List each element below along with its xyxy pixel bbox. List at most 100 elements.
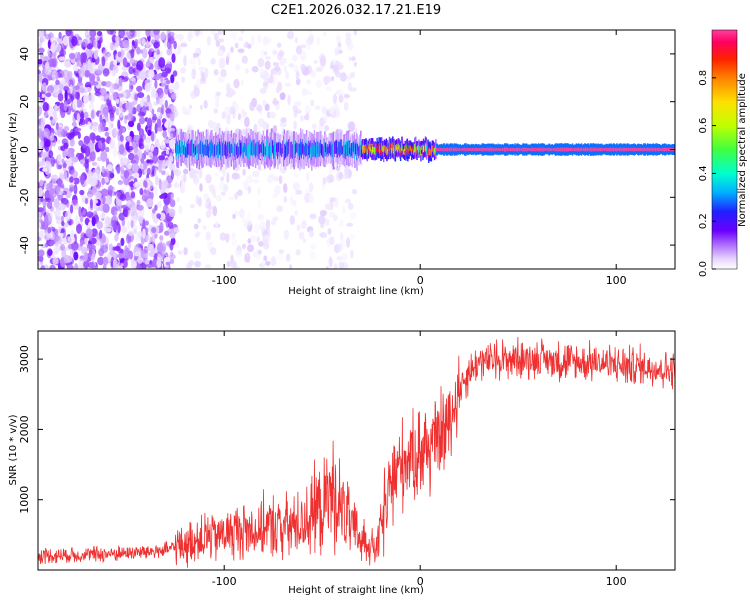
heatmap-cell [72, 99, 78, 110]
heatmap-cell [121, 127, 126, 133]
heatmap-cell [51, 209, 58, 214]
heatmap-cell [99, 110, 104, 116]
heatmap-cell [113, 209, 118, 216]
heatmap-cell [42, 167, 48, 172]
heatmap-cell [173, 40, 177, 50]
heatmap-cell [126, 209, 134, 218]
heatmap-cell [38, 230, 46, 239]
heatmap-cell [130, 77, 136, 82]
heatmap-cell [226, 172, 230, 184]
heatmap-cell [225, 56, 229, 65]
heatmap-cell [333, 214, 338, 222]
heatmap-cell [82, 209, 86, 216]
heatmap-cell [348, 121, 356, 132]
heatmap-cell [139, 188, 144, 196]
heatmap-cell [165, 261, 171, 266]
heatmap-cell [215, 99, 220, 108]
heatmap-cell [125, 196, 133, 202]
heatmap-cell [229, 260, 237, 268]
heatmap-cell [238, 36, 243, 42]
heatmap-cell [190, 204, 195, 209]
heatmap-cell [69, 176, 74, 183]
heatmap-cell [156, 96, 160, 105]
snr-plot-area [38, 336, 675, 568]
heatmap-cell [292, 200, 297, 207]
heatmap-cell [329, 197, 337, 202]
heatmap-cell [198, 196, 202, 208]
heatmap-cell [102, 256, 109, 266]
heatmap-cell [262, 36, 269, 46]
heatmap-cell [92, 185, 97, 193]
heatmap-cell [38, 70, 42, 75]
heatmap-cell [88, 221, 93, 229]
heatmap-cell [266, 111, 271, 119]
heatmap-cell [267, 235, 272, 244]
heatmap-cell [220, 68, 227, 78]
heatmap-cell [132, 163, 139, 173]
heatmap-cell [41, 264, 45, 269]
heatmap-cell [57, 126, 64, 138]
heatmap-cell [159, 212, 166, 221]
heatmap-cell [48, 52, 53, 59]
heatmap-cell [92, 124, 98, 132]
spectrogram-panel: -100 0 100 -40 -20 0 20 40 Height of straight l… [8, 29, 676, 297]
heatmap-cell [123, 157, 128, 165]
heatmap-cell [204, 264, 211, 269]
heatmap-cell [226, 114, 231, 125]
heatmap-cell [39, 99, 44, 107]
heatmap-cell [117, 253, 125, 259]
heatmap-cell [221, 111, 226, 120]
heatmap-cell [236, 266, 240, 269]
heatmap-cell [38, 59, 43, 65]
heatmap-cell [279, 92, 286, 101]
heatmap-cell [242, 243, 246, 249]
heatmap-cell [63, 79, 70, 87]
heatmap-cell [55, 79, 60, 86]
heatmap-cell [274, 65, 281, 72]
colorbar-label: Normalized spectral amplitude [737, 73, 748, 227]
heatmap-cell [72, 177, 80, 185]
heatmap-cell [276, 253, 284, 261]
heatmap-cell [122, 208, 129, 218]
heatmap-cell [199, 167, 203, 179]
heatmap-cell [177, 250, 183, 255]
heatmap-cell [272, 216, 279, 221]
heatmap-region-transition-band [361, 136, 437, 163]
heatmap-cell [50, 132, 55, 142]
heatmap-cell [93, 177, 98, 186]
heatmap-cell [342, 205, 346, 215]
heatmap-cell [231, 232, 236, 239]
heatmap-cell [235, 102, 239, 112]
heatmap-cell [164, 67, 172, 74]
heatmap-cell [237, 113, 241, 121]
heatmap-cell [66, 132, 72, 139]
heatmap-cell [272, 49, 278, 56]
heatmap-cell [80, 174, 85, 185]
heatmap-cell [38, 30, 45, 38]
heatmap-cell [127, 163, 132, 170]
heatmap-cell [131, 40, 135, 46]
heatmap-cell [322, 177, 327, 185]
heatmap-cell [100, 244, 109, 254]
heatmap-cell [208, 184, 216, 192]
heatmap-cell [187, 31, 193, 42]
heatmap-cell [78, 140, 84, 146]
heatmap-cell [323, 75, 329, 86]
heatmap-cell [164, 86, 170, 95]
heatmap-cell [56, 36, 64, 44]
heatmap-cell [101, 188, 108, 196]
heatmap-cell [96, 76, 101, 82]
heatmap-cell [199, 76, 207, 85]
heatmap-cell [99, 121, 106, 131]
heatmap-cell [112, 222, 118, 232]
heatmap-cell [122, 249, 129, 259]
heatmap-cell [154, 122, 158, 134]
heatmap-cell [138, 116, 146, 125]
heatmap-cell [278, 175, 283, 184]
heatmap-cell [257, 199, 261, 209]
heatmap-cell [138, 230, 143, 239]
colorbar-tick-label: 0.2 [698, 213, 709, 229]
heatmap-cell [154, 185, 158, 196]
heatmap-cell [240, 108, 246, 119]
heatmap-cell [259, 221, 267, 232]
